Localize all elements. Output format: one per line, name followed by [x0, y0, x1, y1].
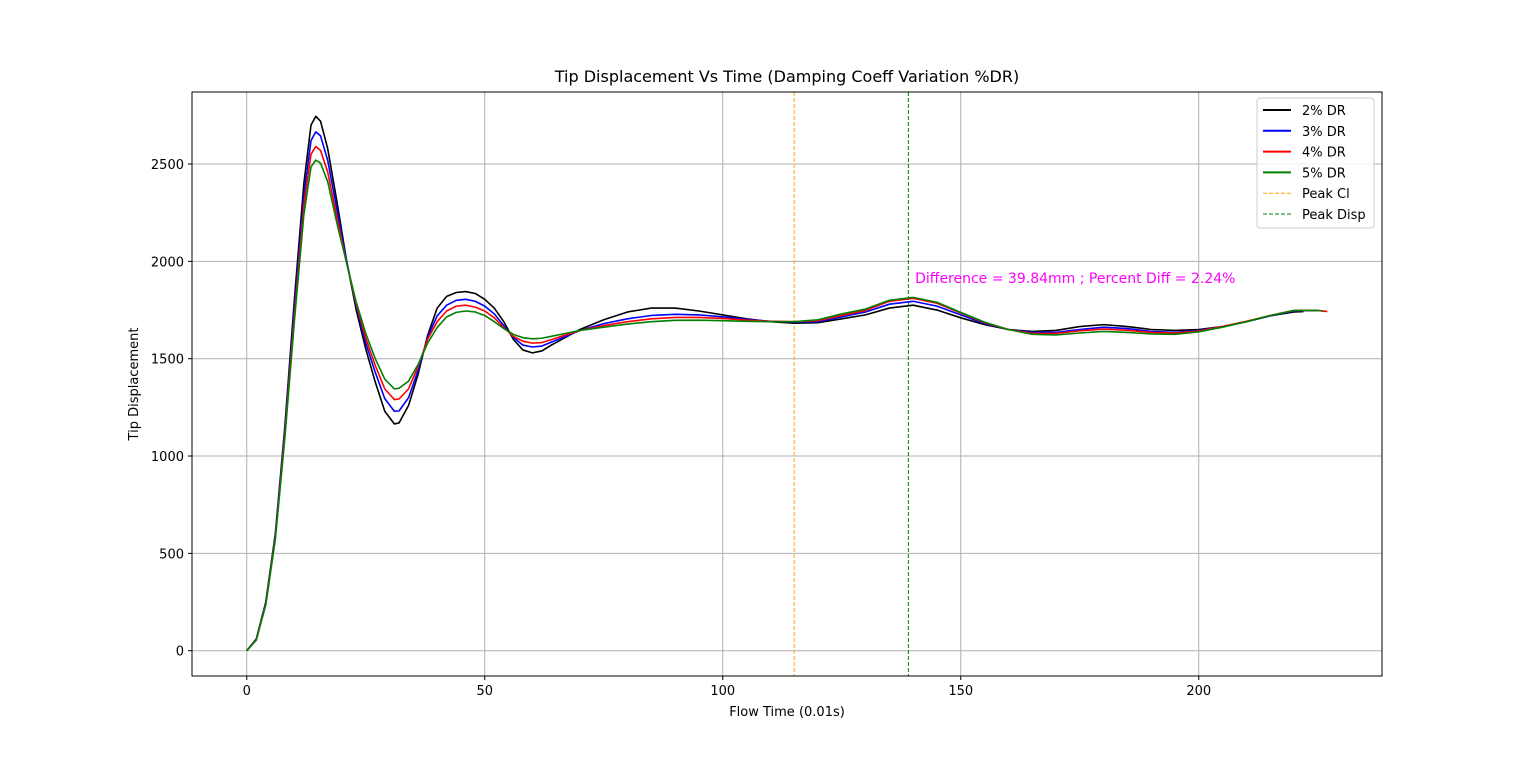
- legend-label-4pct-dr: 4% DR: [1302, 146, 1346, 161]
- x-tick-label: 100: [710, 684, 735, 699]
- x-tick-label: 50: [476, 684, 493, 699]
- plot-frame: [191, 91, 1383, 677]
- y-tick-label: 2500: [151, 158, 184, 173]
- legend-label-peak-cl: Peak Cl: [1302, 187, 1350, 202]
- grid: [192, 92, 1382, 676]
- difference-annotation: Difference = 39.84mm ; Percent Diff = 2.…: [915, 271, 1235, 287]
- y-tick-label: 500: [159, 547, 184, 562]
- x-tick-label: 0: [243, 684, 251, 699]
- series-line-4pct-dr: [246, 145, 1328, 652]
- y-tick-label: 1500: [151, 353, 184, 368]
- chart-title: Tip Displacement Vs Time (Damping Coeff …: [554, 67, 1019, 86]
- legend-label-2pct-dr: 2% DR: [1302, 104, 1346, 119]
- legend: 2% DR 3% DR 4% DR 5% DR Peak Cl Peak Disp: [1256, 97, 1375, 229]
- y-axis-label: Tip Displacement: [127, 328, 142, 442]
- legend-label-peak-disp: Peak Disp: [1302, 208, 1366, 223]
- legend-label-5pct-dr: 5% DR: [1302, 166, 1346, 181]
- series-lines: [246, 115, 1328, 652]
- x-tick-label: 150: [948, 684, 973, 699]
- x-axis-label: Flow Time (0.01s): [729, 705, 845, 720]
- legend-label-3pct-dr: 3% DR: [1302, 125, 1346, 140]
- series-line-5pct-dr: [246, 159, 1323, 652]
- reference-lines: [793, 92, 909, 676]
- y-tick-label: 2000: [151, 255, 184, 270]
- y-tick-label: 0: [176, 645, 184, 660]
- series-line-2pct-dr: [246, 115, 1304, 652]
- series-line-3pct-dr: [246, 131, 1318, 652]
- x-tick-label: 200: [1186, 684, 1211, 699]
- y-tick-label: 1000: [151, 450, 184, 465]
